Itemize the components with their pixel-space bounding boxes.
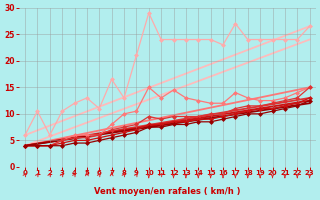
X-axis label: Vent moyen/en rafales ( km/h ): Vent moyen/en rafales ( km/h )	[94, 187, 241, 196]
